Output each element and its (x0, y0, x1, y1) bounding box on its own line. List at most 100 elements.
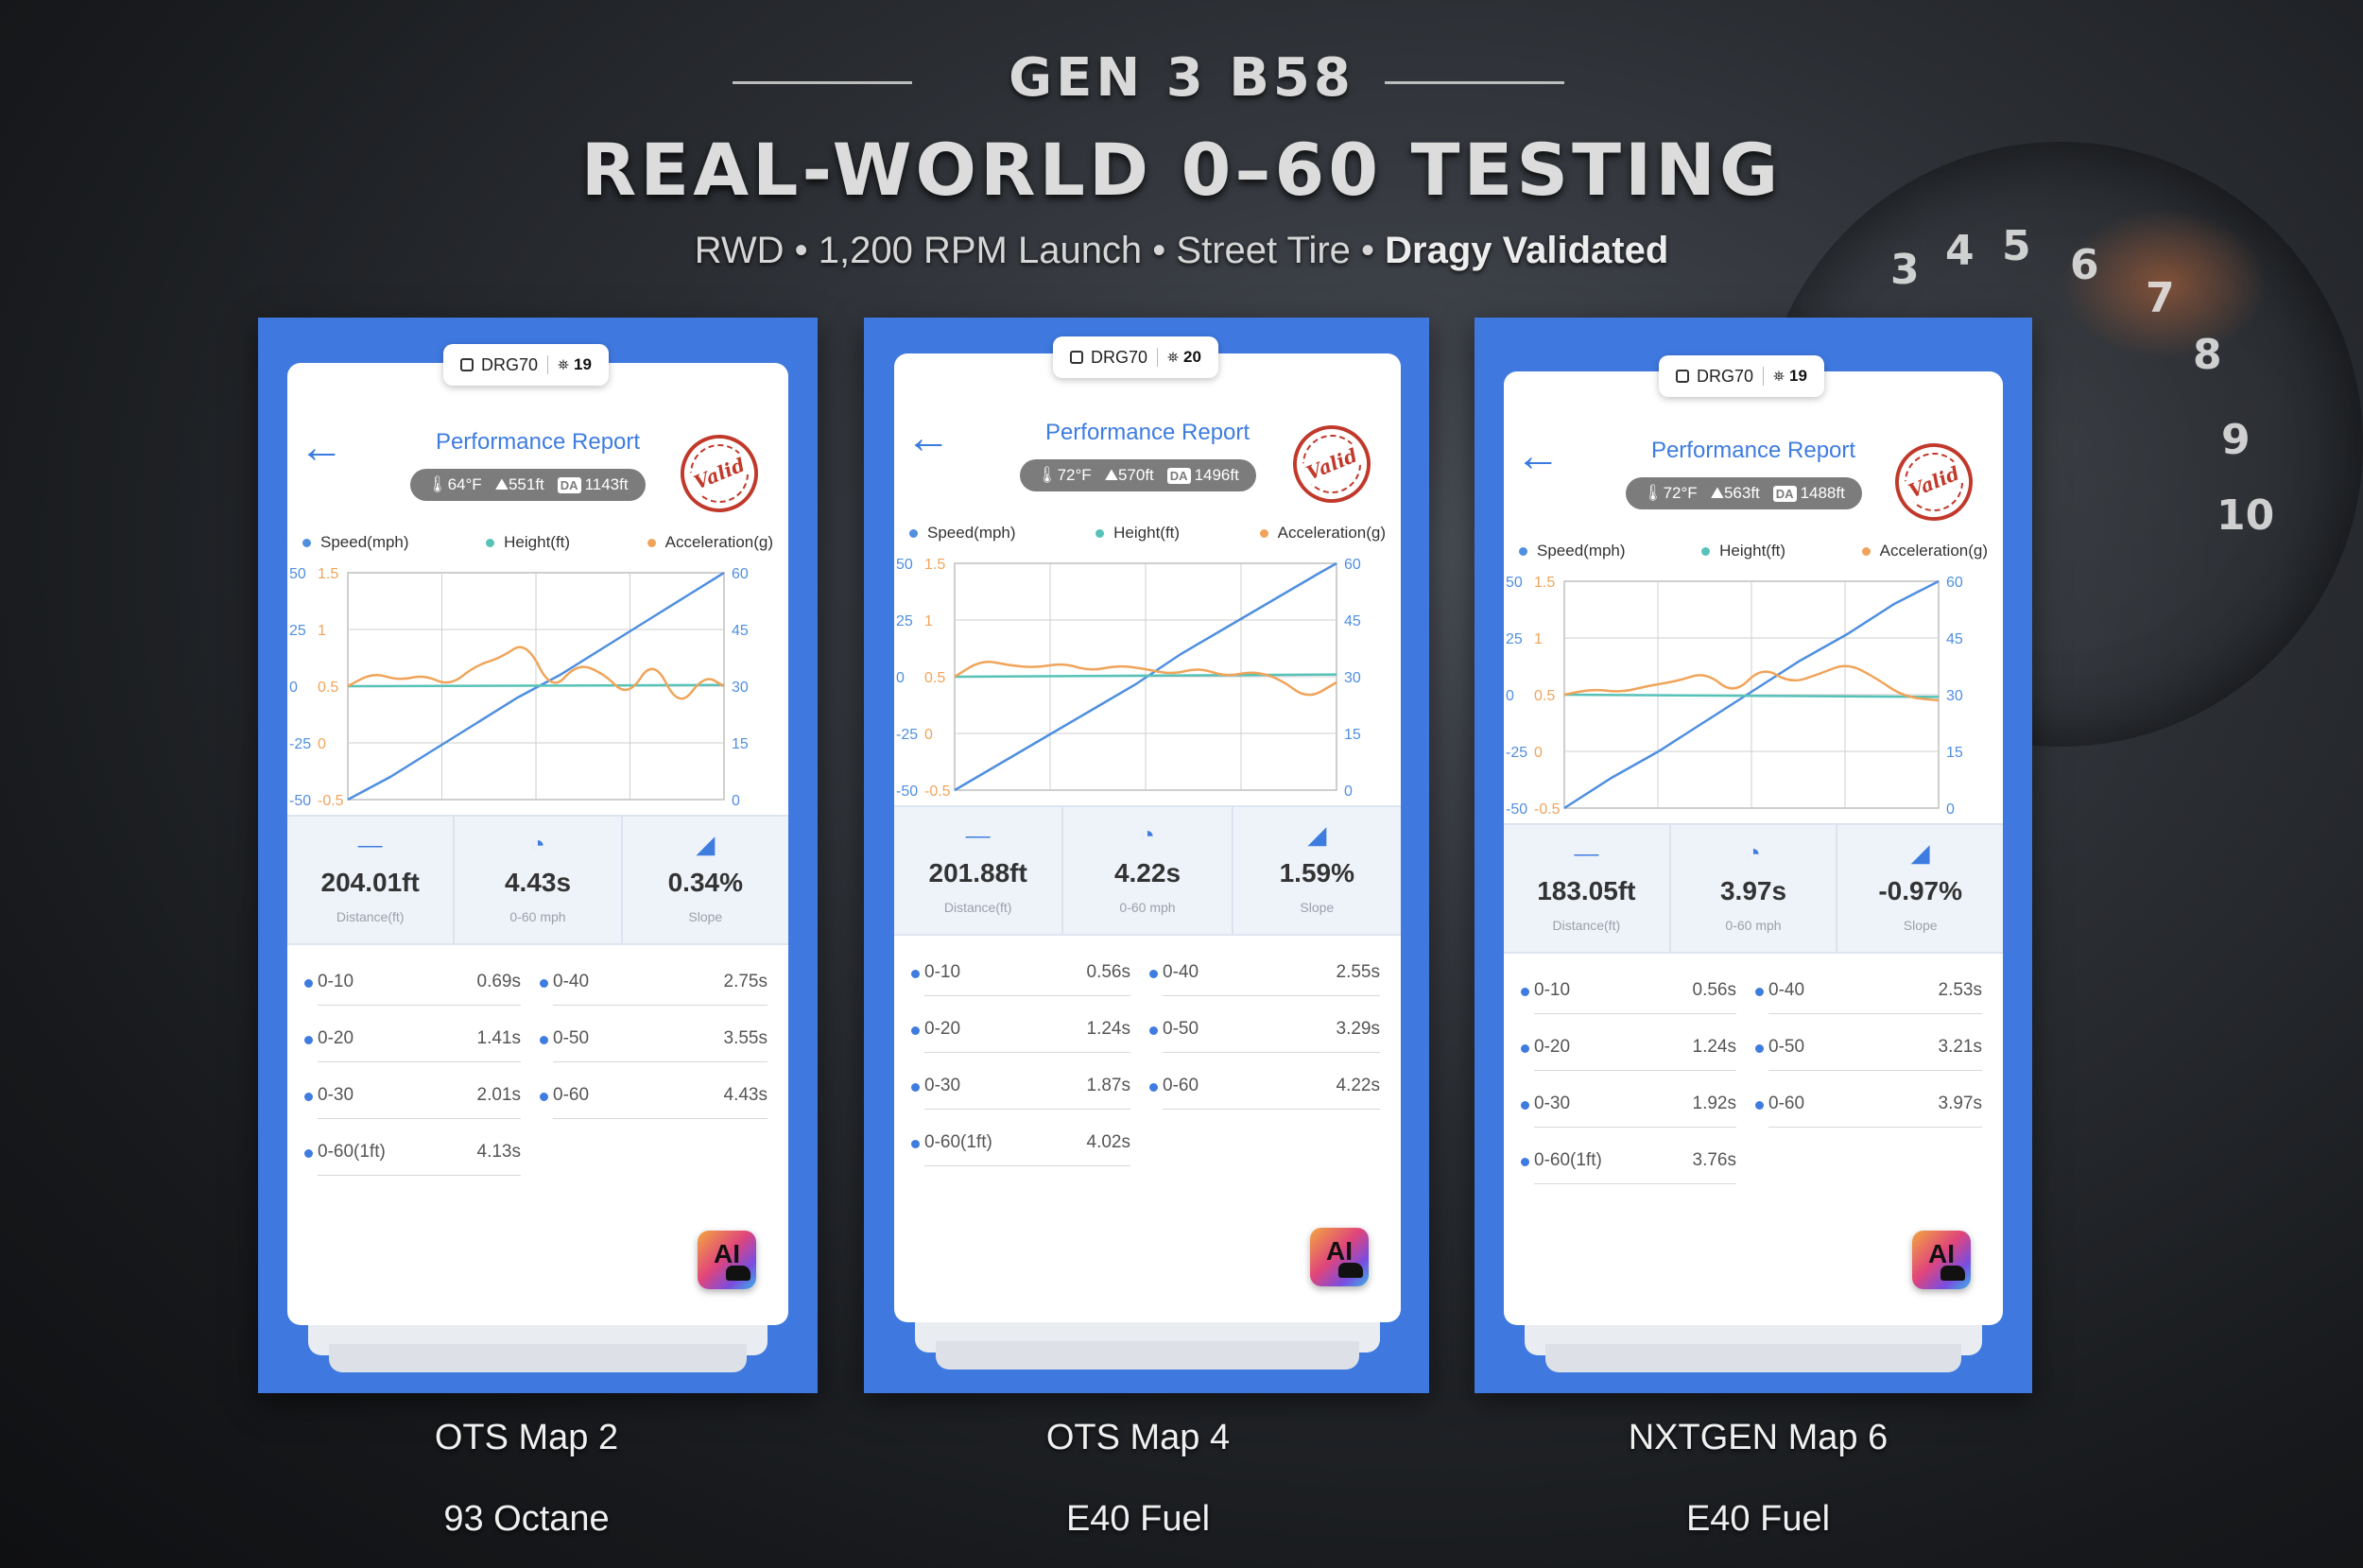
chart-svg: 50 25 0 -25 -50 1.5 1 0.5 0 -0.5 60 45 30 15 0 (896, 557, 1361, 800)
ai-badge-icon[interactable]: AI (698, 1231, 756, 1289)
legend-acceleration[interactable]: Acceleration(g) (1259, 524, 1386, 543)
axis-tick-left-outer: -25 (1506, 745, 1527, 761)
valid-stamp: Valid (668, 422, 770, 525)
split-row: 0-60 4.43s (540, 1081, 768, 1119)
split-value: 1.92s (1692, 1094, 1736, 1113)
split-value: 1.41s (476, 1028, 521, 1048)
legend-speed[interactable]: Speed(mph) (909, 524, 1016, 543)
split-dot (911, 1026, 920, 1035)
distance-icon: ⎯⎯ (1574, 838, 1599, 867)
ai-badge-icon[interactable]: AI (1310, 1228, 1369, 1286)
gauge-number: 3 (1890, 246, 1920, 294)
legend-height[interactable]: Height(ft) (1095, 524, 1180, 543)
legend-speed[interactable]: Speed(mph) (1519, 542, 1626, 560)
legend-acceleration[interactable]: Acceleration(g) (1861, 542, 1988, 560)
split-label: 0-60 (553, 1085, 590, 1105)
satellite-count: 19 (1789, 367, 1807, 385)
split-row: 0-20 1.41s (304, 1025, 521, 1062)
metric-value: 201.88ft (928, 858, 1027, 887)
axis-tick-left-inner: 0 (318, 736, 326, 752)
acceleration-line (1563, 664, 1940, 702)
axis-tick-left-outer: 50 (1506, 575, 1523, 591)
legend-speed[interactable]: Speed(mph) (302, 533, 409, 552)
axis-tick-left-inner: 1.5 (318, 566, 338, 582)
caption-map: OTS Map 4 (1045, 1418, 1231, 1457)
split-dot (1521, 1044, 1529, 1053)
axis-tick-right: 45 (1946, 631, 1963, 647)
subtitle-bold: Dragy Validated (1385, 230, 1669, 271)
legend-dot (1701, 546, 1711, 556)
split-row: 0-50 3.55s (540, 1025, 768, 1062)
valid-stamp-text: Valid (1300, 442, 1364, 486)
device-name: DRG70 (1091, 347, 1148, 367)
device-chip[interactable]: DRG70 ⛯ 20 (1053, 336, 1218, 378)
report-panel: DRG70 ⛯ 19 ← Performance Report 🌡︎ 72°F ⛰︎ 563ft… (1475, 318, 2032, 1393)
device-chip[interactable]: DRG70 ⛯ 19 (443, 344, 609, 386)
altitude-icon: ⛰︎ (494, 475, 509, 493)
legend-height[interactable]: Height(ft) (486, 533, 570, 552)
split-dot (1521, 1158, 1529, 1166)
legend-label: Speed(mph) (1537, 542, 1626, 560)
split-divider (1768, 1070, 1982, 1071)
ai-badge-text: AI (1928, 1239, 1955, 1268)
split-dot (1521, 1101, 1529, 1110)
split-label: 0-30 (924, 1076, 961, 1095)
split-dot (1149, 1026, 1158, 1035)
chart-legend: Speed(mph) Height(ft) Acceleration(g) (1519, 542, 1988, 560)
split-row: 0-40 2.55s (1149, 958, 1380, 996)
thermometer-icon: 🌡︎ (427, 475, 448, 493)
legend-height[interactable]: Height(ft) (1701, 542, 1785, 560)
legend-acceleration[interactable]: Acceleration(g) (647, 533, 773, 552)
legend-dot (486, 538, 495, 547)
density-altitude-value: 1488ft (1800, 484, 1845, 502)
axis-tick-left-outer: 50 (289, 566, 306, 582)
legend-dot (1095, 528, 1105, 538)
device-icon (1070, 351, 1083, 364)
axis-tick-left-inner: 1.5 (1534, 575, 1555, 591)
report-card: DRG70 ⛯ 19 ← Performance Report 🌡︎ 72°F ⛰︎ 563ft… (1504, 355, 2003, 1325)
metric-label: Slope (688, 909, 723, 924)
legend-label: Height(ft) (504, 533, 571, 551)
split-divider (1163, 1052, 1380, 1053)
thermometer-icon: 🌡︎ (1643, 484, 1664, 502)
split-divider (1768, 1013, 1982, 1014)
axis-tick-left-inner: -0.5 (1534, 801, 1561, 818)
device-name: DRG70 (1697, 366, 1754, 386)
split-value: 1.24s (1086, 1019, 1130, 1039)
back-arrow-icon[interactable]: ← (1515, 431, 1561, 481)
split-divider (924, 1109, 1130, 1110)
split-value: 0.56s (1692, 980, 1736, 1000)
split-divider (318, 1175, 521, 1176)
metric-value: 3.97s (1719, 876, 1787, 905)
speed-line (1563, 579, 1940, 810)
split-dot (304, 1093, 313, 1101)
split-label: 0-10 (1534, 980, 1571, 1000)
split-row: 0-30 1.87s (911, 1072, 1130, 1110)
device-chip[interactable]: DRG70 ⛯ 19 (1659, 355, 1824, 397)
split-label: 0-30 (1534, 1094, 1571, 1113)
density-altitude-value: 1143ft (584, 475, 629, 493)
split-label: 0-40 (1163, 962, 1199, 982)
ai-badge-icon[interactable]: AI (1912, 1231, 1971, 1289)
back-arrow-icon[interactable]: ← (906, 413, 951, 463)
split-value: 2.75s (723, 972, 768, 991)
split-dot (540, 1036, 548, 1044)
car-icon (726, 1266, 750, 1281)
split-label: 0-50 (1768, 1037, 1805, 1057)
performance-chart: 50 25 0 -25 -50 1.5 1 0.5 0 -0.5 60 45 30 15 0 (894, 554, 1391, 800)
legend-label: Speed(mph) (927, 524, 1016, 542)
split-row: 0-10 0.56s (911, 958, 1130, 996)
split-row: 0-60(1ft) 3.76s (1521, 1146, 1736, 1184)
split-divider (553, 1061, 768, 1062)
split-row: 0-40 2.75s (540, 968, 768, 1006)
slope-icon: ◢ (1910, 838, 1930, 867)
satellite-icon: ⛯ (1773, 368, 1785, 385)
axis-tick-left-inner: 1 (318, 623, 326, 639)
split-value: 0.56s (1086, 962, 1130, 982)
metric-value: 4.22s (1113, 858, 1182, 887)
split-dot (304, 979, 313, 988)
back-arrow-icon[interactable]: ← (299, 422, 344, 473)
split-divider (924, 995, 1130, 996)
split-dot (540, 979, 548, 988)
speed-line (954, 561, 1337, 792)
